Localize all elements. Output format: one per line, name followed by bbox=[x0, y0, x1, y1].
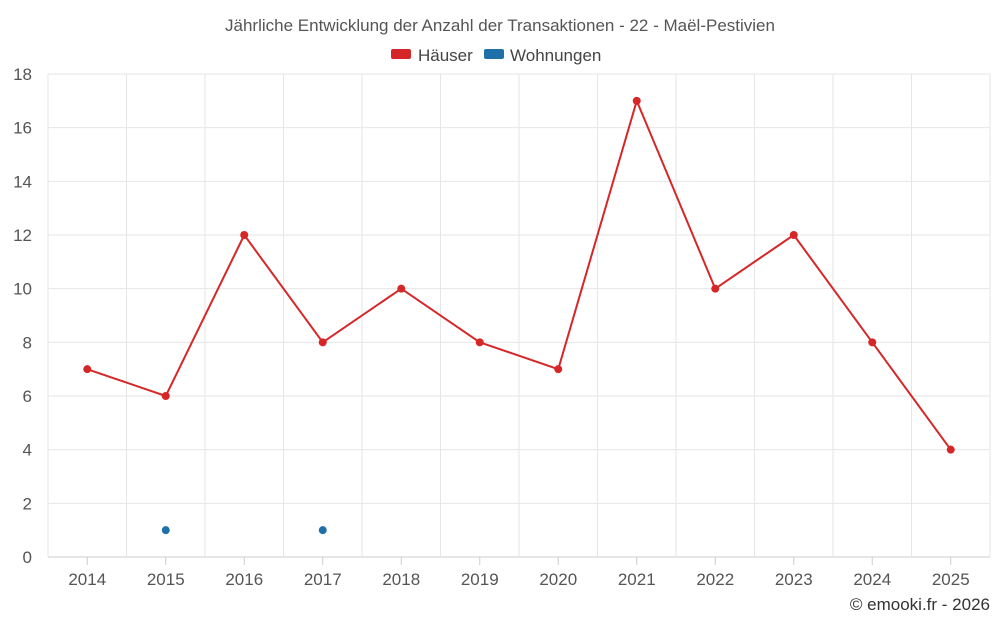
data-point-haeuser-2017[interactable] bbox=[318, 338, 327, 347]
legend-label-haeuser[interactable]: Häuser bbox=[418, 46, 473, 65]
x-tick-label: 2020 bbox=[539, 570, 577, 589]
legend-swatch-haeuser bbox=[391, 49, 411, 59]
legend-swatch-wohnungen bbox=[484, 49, 504, 59]
series-wohnungen bbox=[161, 526, 327, 535]
x-tick-label: 2015 bbox=[147, 570, 185, 589]
series-line-segment-haeuser bbox=[400, 287, 481, 344]
data-point-haeuser-2019[interactable] bbox=[475, 338, 484, 347]
y-tick-label: 18 bbox=[13, 65, 32, 84]
x-tick-label: 2019 bbox=[461, 570, 499, 589]
series bbox=[83, 96, 955, 535]
y-tick-label: 4 bbox=[23, 441, 32, 460]
x-tick-label: 2016 bbox=[225, 570, 263, 589]
series-line-segment-haeuser bbox=[871, 341, 952, 451]
data-point-haeuser-2016[interactable] bbox=[240, 231, 249, 239]
legend: Häuser Wohnungen bbox=[391, 46, 601, 65]
data-point-haeuser-2021[interactable] bbox=[632, 96, 641, 105]
x-tick-label: 2025 bbox=[932, 570, 970, 589]
chart-title: Jährliche Entwicklung der Anzahl der Tra… bbox=[225, 16, 775, 35]
series-line-segment-haeuser bbox=[243, 234, 324, 343]
data-point-haeuser-2015[interactable] bbox=[161, 392, 170, 400]
data-point-haeuser-2022[interactable] bbox=[711, 284, 720, 293]
series-line-segment-haeuser bbox=[635, 100, 717, 290]
data-point-wohnungen-2015[interactable] bbox=[161, 526, 170, 535]
series-line-segment-haeuser bbox=[164, 234, 246, 397]
y-tick-label: 6 bbox=[23, 387, 32, 406]
y-tick-label: 12 bbox=[13, 226, 32, 245]
data-point-haeuser-2014[interactable] bbox=[83, 365, 92, 374]
y-tick-label: 10 bbox=[13, 280, 32, 299]
grid bbox=[47, 73, 991, 558]
data-point-haeuser-2023[interactable] bbox=[789, 231, 798, 239]
series-line-segment-haeuser bbox=[479, 341, 559, 371]
y-tick-label: 2 bbox=[23, 494, 32, 513]
data-point-haeuser-2020[interactable] bbox=[554, 365, 563, 374]
x-tick-label: 2021 bbox=[618, 570, 656, 589]
series-line-segment-haeuser bbox=[714, 234, 795, 290]
x-tick-label: 2018 bbox=[382, 570, 420, 589]
data-point-wohnungen-2017[interactable] bbox=[318, 526, 327, 535]
y-tick-label: 16 bbox=[13, 119, 32, 138]
series-line-segment-haeuser bbox=[86, 368, 167, 397]
x-tick-label: 2017 bbox=[304, 570, 342, 589]
series-line-segment-haeuser bbox=[792, 234, 874, 343]
y-tick-label: 14 bbox=[13, 172, 32, 191]
data-point-haeuser-2025[interactable] bbox=[946, 445, 955, 454]
y-tick-label: 8 bbox=[23, 333, 32, 352]
x-tick-label: 2022 bbox=[696, 570, 734, 589]
x-tick-label: 2014 bbox=[68, 570, 106, 589]
data-point-haeuser-2018[interactable] bbox=[397, 284, 406, 293]
axes: 0 2 4 6 8 10 12 14 16 18 2014 2015 2016 2017 2018 2019 2… bbox=[13, 65, 970, 589]
footer-credit: © emooki.fr - 2026 bbox=[850, 595, 990, 614]
x-tick-label: 2023 bbox=[775, 570, 813, 589]
series-line-segment-haeuser bbox=[322, 287, 402, 344]
x-tick-label: 2024 bbox=[853, 570, 891, 589]
series-line-segment-haeuser bbox=[557, 100, 638, 370]
data-point-haeuser-2024[interactable] bbox=[868, 338, 877, 347]
y-tick-label: 0 bbox=[23, 548, 32, 567]
series-haeuser bbox=[83, 96, 955, 454]
legend-label-wohnungen[interactable]: Wohnungen bbox=[510, 46, 601, 65]
